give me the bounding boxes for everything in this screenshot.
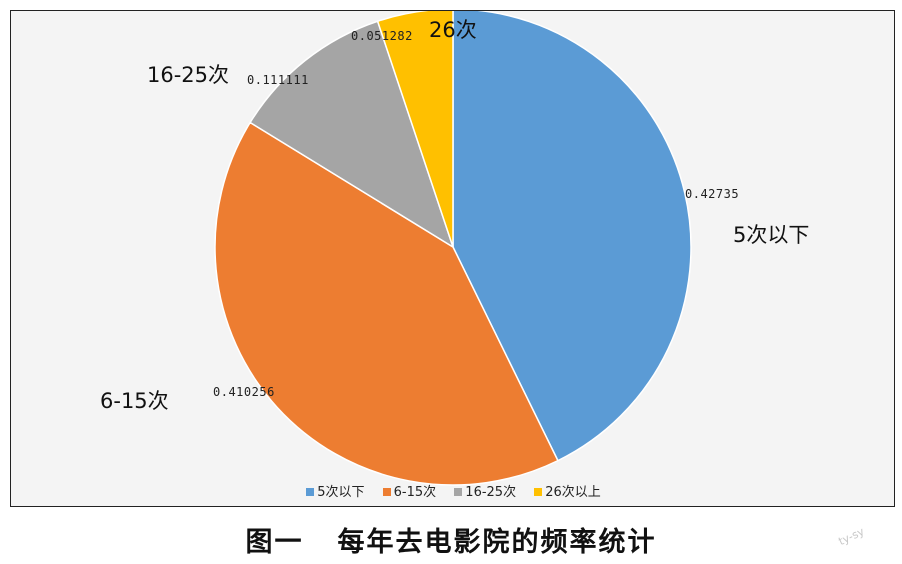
legend-label: 5次以下 [317, 485, 365, 500]
slice-26-plus [376, 11, 454, 248]
legend-swatch [382, 488, 391, 496]
figure-number: 图一 [245, 527, 304, 558]
legend-item-26-plus: 26次以上 [534, 481, 601, 500]
value-label-16-25: 0.111111 [247, 73, 309, 87]
chart-area: 5次以下 6-15次 16-25次 26次 0.42735 0.410256 0… [10, 10, 895, 507]
figure-title: 每年去电影院的频率统计 [337, 527, 657, 558]
value-label-5-or-less: 0.42735 [685, 187, 740, 201]
slice-16-25 [249, 20, 455, 249]
legend-swatch [306, 488, 315, 496]
slice-label-26: 26次 [429, 18, 477, 42]
legend-item-6-15: 6-15次 [382, 481, 437, 500]
slice-6-15 [214, 121, 559, 486]
legend-item-16-25: 16-25次 [454, 481, 516, 500]
pie-chart [214, 11, 692, 486]
legend-swatch [534, 488, 543, 496]
legend-swatch [454, 488, 463, 496]
figure-caption: 图一 每年去电影院的频率统计 [0, 520, 902, 559]
slice-label-16-25: 16-25次 [147, 63, 230, 87]
value-label-26: 0.051282 [351, 29, 413, 43]
legend: 5次以下 6-15次 16-25次 26次以上 [11, 481, 896, 500]
slice-5-or-less [452, 11, 692, 462]
value-label-6-15: 0.410256 [213, 385, 275, 399]
legend-label: 16-25次 [465, 485, 517, 500]
slice-label-6-15: 6-15次 [100, 389, 169, 413]
legend-label: 26次以上 [545, 485, 601, 500]
legend-item-5-or-less: 5次以下 [306, 481, 365, 500]
slice-label-5-or-less: 5次以下 [733, 223, 810, 247]
legend-label: 6-15次 [393, 485, 437, 500]
